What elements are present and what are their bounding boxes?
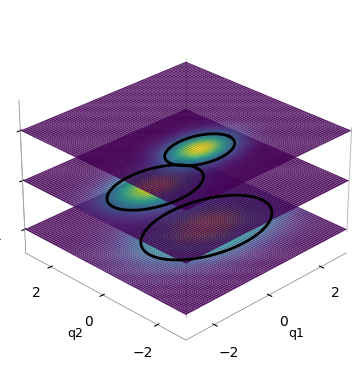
X-axis label: q1: q1 [289, 328, 304, 340]
Y-axis label: q2: q2 [67, 328, 83, 340]
